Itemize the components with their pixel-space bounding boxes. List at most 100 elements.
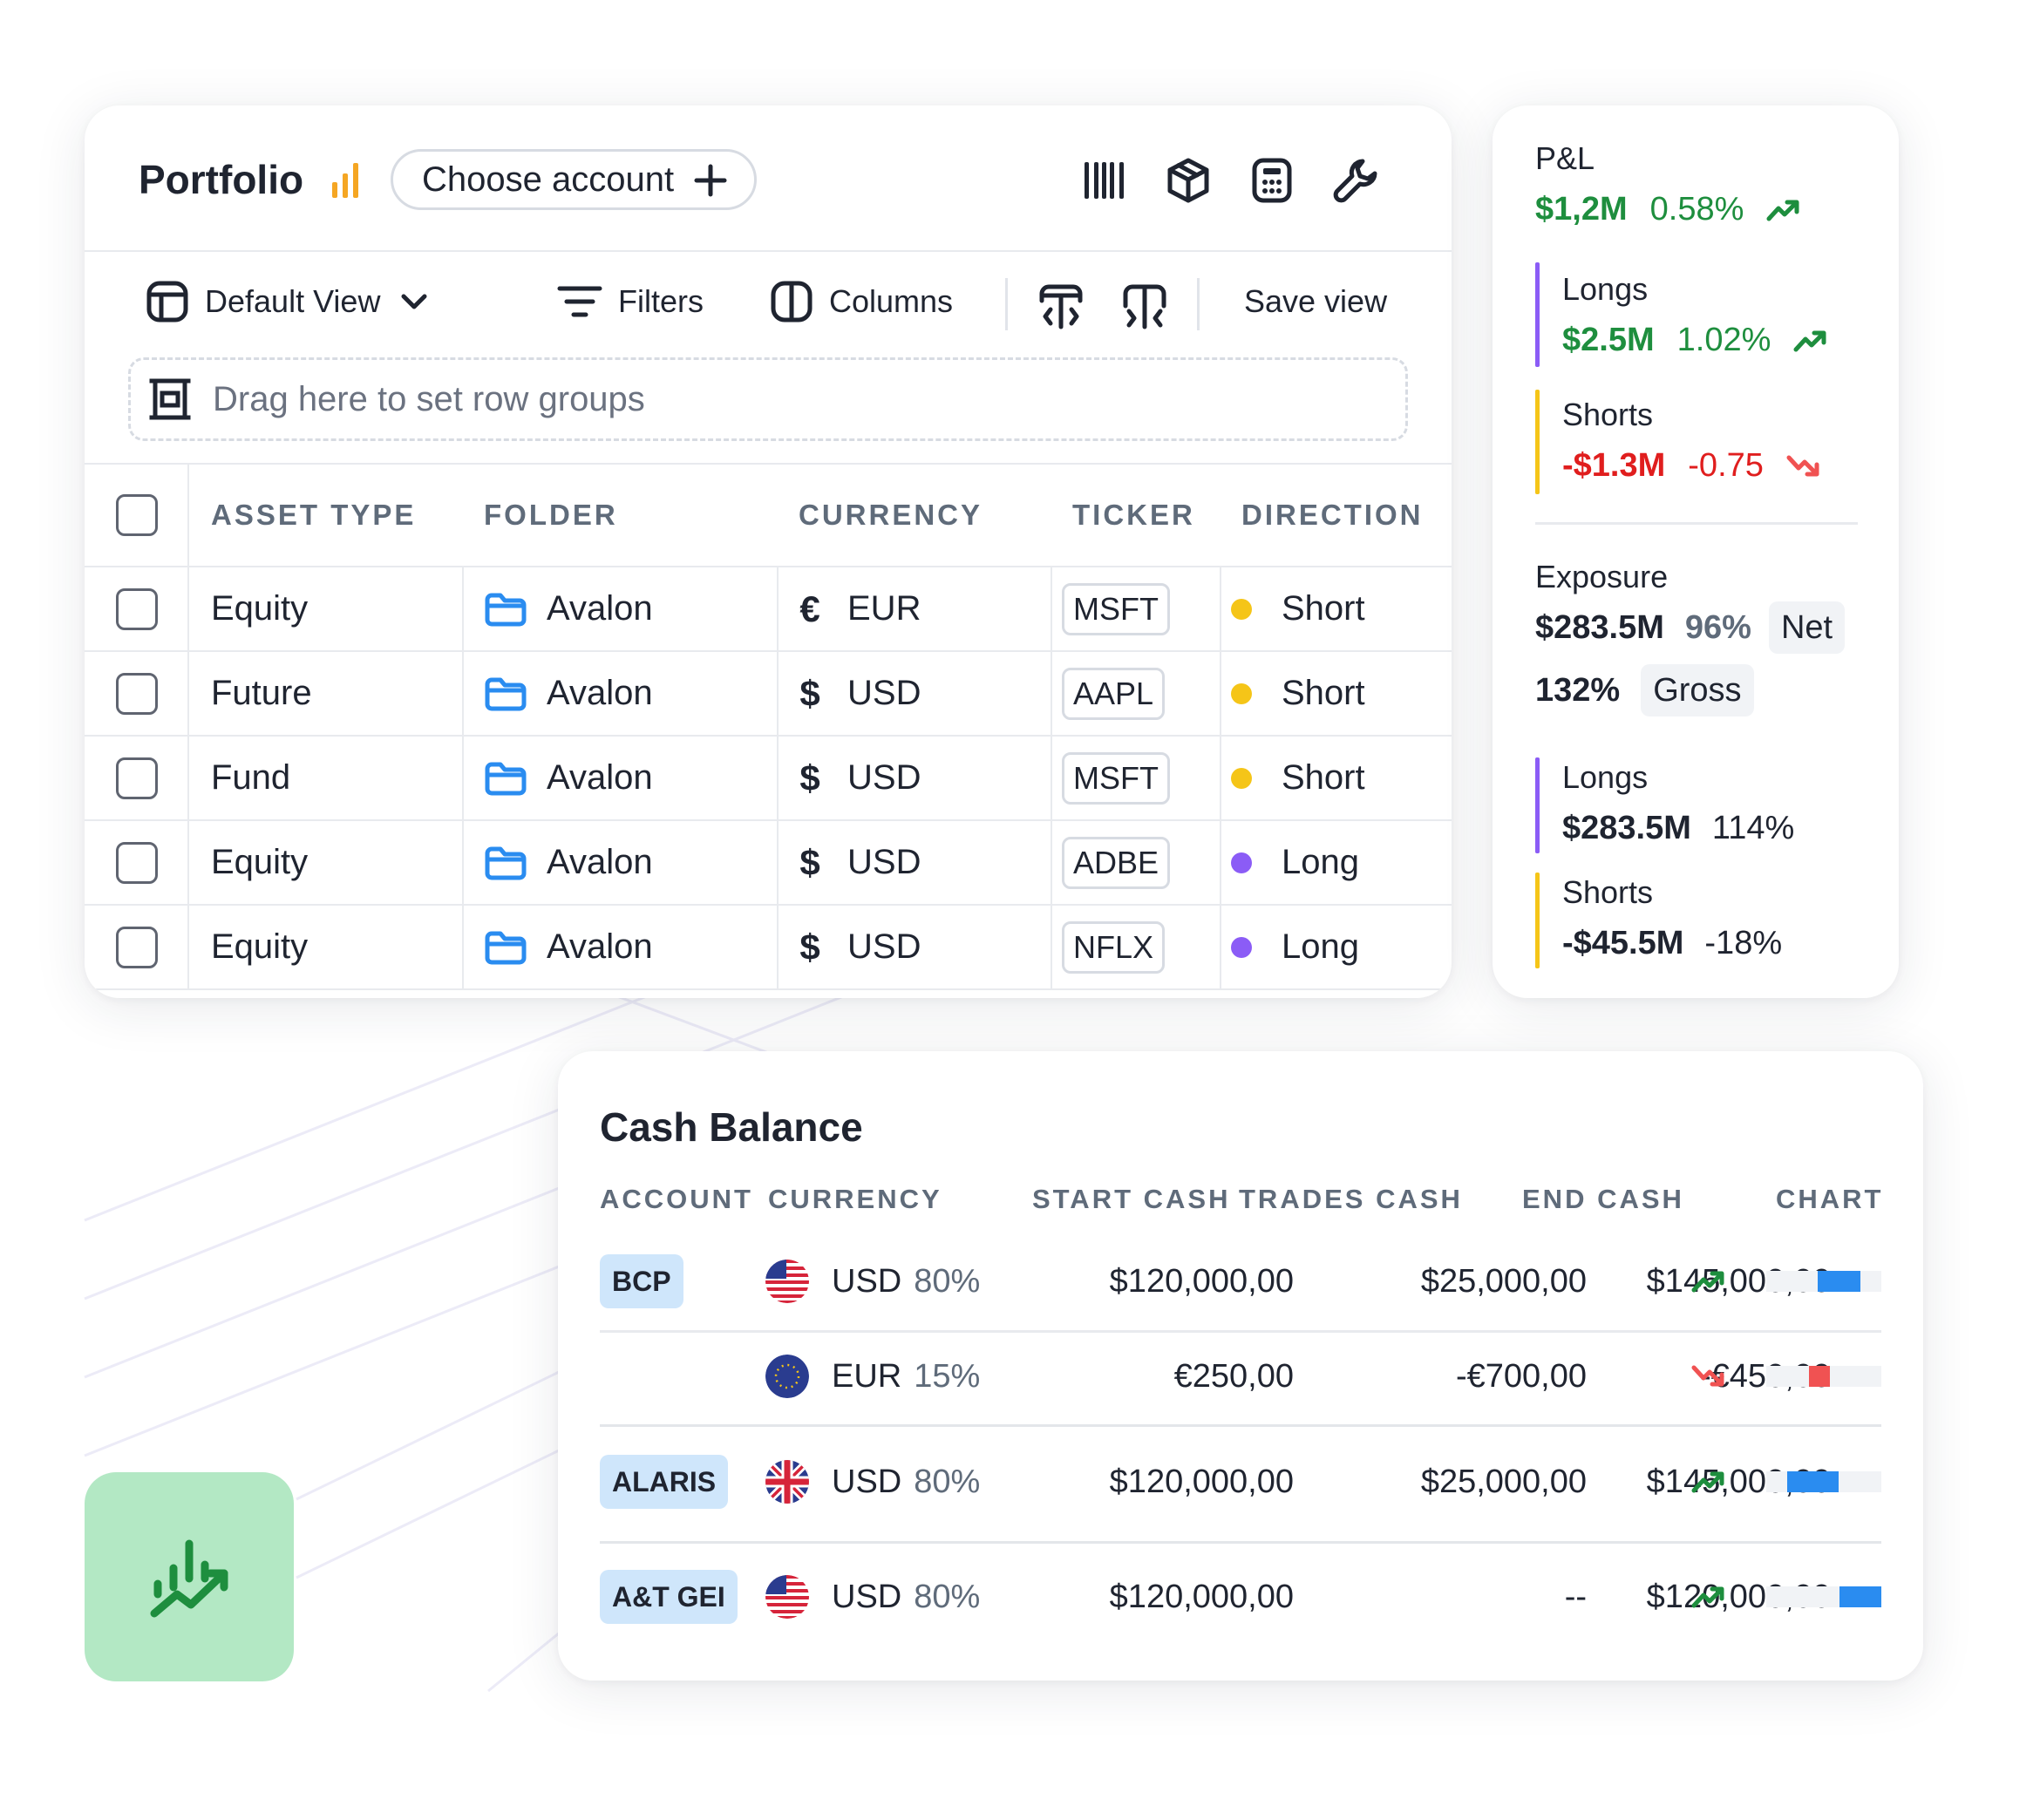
direction-dot (1231, 936, 1252, 958)
table-row[interactable]: Future Avalon $ USD AAPL Short (85, 652, 1452, 737)
ticker-cell: MSFT (1062, 737, 1170, 819)
account-badge[interactable]: ALARIS (600, 1455, 729, 1509)
direction-cell: Short (1231, 567, 1365, 650)
column-header-folder[interactable]: FOLDER (484, 499, 618, 531)
cash-header-start-cash: START CASH (1032, 1184, 1231, 1214)
currency-code: USD (847, 758, 921, 797)
trend-down-icon (1786, 455, 1819, 476)
trend-down-icon (1691, 1365, 1724, 1387)
column-divider (777, 567, 779, 650)
currency-code: EUR (832, 1357, 902, 1395)
columns-button[interactable]: Columns (770, 280, 953, 323)
folder-icon (485, 931, 527, 964)
direction-label: Short (1282, 589, 1365, 628)
asset-type-cell: Fund (211, 758, 291, 797)
box-button[interactable] (1162, 154, 1214, 207)
column-header-direction[interactable]: DIRECTION (1241, 499, 1424, 531)
account-badge[interactable]: A&T GEI (600, 1570, 738, 1624)
table-row[interactable]: Equity Avalon € EUR MSFT Short (85, 567, 1452, 652)
currency-symbol: $ (799, 926, 820, 968)
default-view-dropdown[interactable]: Default View (146, 280, 427, 323)
direction-dot (1231, 598, 1252, 620)
default-view-label: Default View (205, 283, 381, 319)
currency-symbol: $ (799, 841, 820, 883)
exposure-net-value: $283.5M (1535, 608, 1664, 646)
barcode-button[interactable] (1078, 154, 1131, 207)
direction-cell: Long (1231, 821, 1359, 904)
pnl-shorts-label: Shorts (1562, 397, 1654, 432)
column-header-ticker[interactable]: TICKER (1072, 499, 1195, 531)
column-header-currency[interactable]: CURRENCY (799, 499, 983, 531)
exposure-longs-label: Longs (1562, 759, 1649, 795)
direction-dot (1231, 682, 1252, 704)
column-divider (1220, 906, 1221, 988)
ticker-cell: NFLX (1062, 906, 1166, 988)
plus-icon (694, 164, 727, 197)
column-divider (1220, 652, 1221, 735)
asset-type-cell: Equity (211, 589, 309, 628)
filters-button[interactable]: Filters (557, 280, 704, 323)
folder-icon (485, 677, 527, 710)
save-view-button[interactable]: Save view (1244, 280, 1387, 323)
folder-icon (485, 593, 527, 626)
exposure-shorts-pct: -18% (1704, 925, 1783, 961)
calculator-button[interactable] (1246, 154, 1298, 207)
pnl-card: P&L $1,2M 0.58% Longs $2.5M 1.02% Shorts… (1493, 105, 1899, 998)
mini-bar-fill (1818, 1271, 1860, 1292)
mini-bar-fill (1809, 1366, 1830, 1387)
trades-cash-cell: $25,000,00 (1420, 1463, 1587, 1500)
us-flag (765, 1260, 809, 1303)
select-all-checkbox[interactable] (116, 494, 158, 536)
folder-cell: Avalon (484, 652, 653, 735)
collapse-icon (1123, 284, 1166, 329)
exposure-gross-pct: 132% (1535, 671, 1621, 709)
column-header-asset-type[interactable]: ASSET TYPE (211, 499, 417, 531)
currency-code: USD (847, 674, 921, 712)
collapse-button[interactable] (1119, 280, 1171, 332)
row-divider (600, 1424, 1881, 1427)
exposure-longs-value: $283.5M (1562, 810, 1691, 846)
pnl-longs-label: Longs (1562, 271, 1649, 307)
ticker-cell: MSFT (1062, 567, 1170, 650)
row-checkbox[interactable] (116, 926, 158, 968)
ticker-badge: ADBE (1062, 836, 1171, 889)
cash-currency: USD 80% (832, 1255, 980, 1307)
app-tile[interactable] (85, 1472, 294, 1681)
exposure-net-pct: 96% (1684, 608, 1751, 646)
longs-indicator (1535, 262, 1540, 367)
table-row[interactable]: Fund Avalon $ USD MSFT Short (85, 737, 1452, 821)
row-checkbox[interactable] (116, 841, 158, 884)
expand-button[interactable] (1035, 280, 1087, 332)
column-divider (777, 652, 779, 735)
account-badge[interactable]: BCP (600, 1254, 683, 1308)
column-divider (1051, 652, 1052, 735)
table-row[interactable]: Equity Avalon $ USD NFLX Long (85, 906, 1452, 990)
start-cash-cell: €250,00 (1173, 1357, 1294, 1395)
row-checkbox[interactable] (116, 672, 158, 715)
choose-account-button[interactable]: Choose account (391, 149, 757, 210)
direction-dot (1231, 852, 1252, 873)
eu-flag (765, 1355, 809, 1398)
column-divider (187, 821, 189, 904)
exposure-longs-pct: 114% (1711, 810, 1795, 846)
calculator-icon (1252, 158, 1292, 203)
column-divider (1051, 567, 1052, 650)
columns-icon (771, 281, 813, 323)
exposure-net: $283.5M 96% Net (1535, 601, 1846, 654)
currency-symbol: $ (799, 672, 820, 714)
select-cell (116, 821, 158, 904)
table-row[interactable]: Equity Avalon $ USD ADBE Long (85, 821, 1452, 906)
wrench-button[interactable] (1329, 154, 1382, 207)
folder-name: Avalon (547, 927, 653, 966)
currency-cell: € EUR (788, 567, 921, 650)
currency-cell: $ USD (788, 821, 921, 904)
row-checkbox[interactable] (116, 587, 158, 630)
row-checkbox[interactable] (116, 757, 158, 799)
exposure-gross: 132% Gross (1535, 664, 1754, 716)
row-group-dropzone[interactable]: Drag here to set row groups (128, 357, 1408, 441)
ticker-badge: MSFT (1062, 751, 1170, 805)
exposure-shorts-label: Shorts (1562, 874, 1654, 910)
chevron-down-icon (401, 294, 427, 309)
currency-code: EUR (847, 589, 921, 628)
column-divider (187, 652, 189, 735)
